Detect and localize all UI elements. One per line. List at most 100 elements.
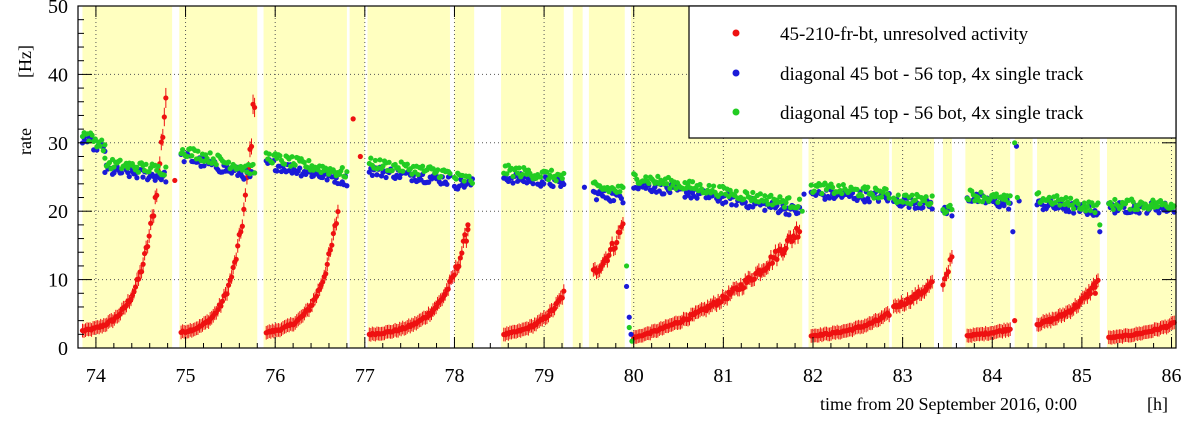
xtick-label-79: 79: [534, 365, 554, 387]
legend-entry-unresolved: 45-210-fr-bt, unresolved activity: [780, 24, 1029, 45]
x-axis-label: time from 20 September 2016, 0:00: [820, 394, 1077, 414]
point-s2-g8-p91: [768, 192, 774, 198]
point-s2-g3-p9: [277, 153, 283, 159]
point-s0-x4: [1012, 318, 1018, 324]
point-s2-g4-p32: [415, 171, 421, 178]
point-s0-g0-p54: [161, 114, 167, 120]
y-axis-unit: [Hz]: [15, 45, 35, 78]
point-s2-g9-p51: [886, 195, 892, 201]
point-s0-g7-p51: [886, 312, 892, 318]
point-s2-g4-p53: [447, 170, 453, 177]
xtick-label-85: 85: [1072, 365, 1092, 387]
point-s2-g13-p31: [1081, 200, 1087, 206]
point-s2-g5-p1: [453, 176, 459, 182]
point-s1-g8-p103: [786, 212, 792, 218]
point-s2-g2-p48: [251, 170, 258, 176]
point-s2-g3-p28: [306, 158, 312, 164]
point-s2-g14-p32: [1154, 204, 1161, 210]
point-s2-g13-p8: [1046, 194, 1052, 200]
point-s2-g8-p2: [634, 176, 640, 182]
point-s2-g12-p20: [995, 199, 1001, 205]
point-s1-g1-p11: [119, 170, 125, 176]
point-s2-g9-p49: [883, 186, 889, 192]
point-s0-g6-p110: [796, 229, 803, 235]
ytick-label-0: 0: [58, 338, 68, 360]
point-s2-g8-p79: [750, 189, 756, 196]
point-s2-g9-p21: [840, 182, 846, 188]
point-s1-g3-p53: [344, 183, 350, 189]
point-s2-g13-p22: [1067, 195, 1074, 201]
point-s1-g7-p2: [593, 197, 600, 203]
point-s1-g8-p42: [694, 195, 700, 201]
point-s1-g11-p5: [949, 213, 955, 219]
point-s0-g2-p46: [333, 220, 340, 227]
point-s0-g1-p36: [233, 256, 239, 262]
point-s1-g9-p12: [826, 195, 833, 201]
ytick-label-40: 40: [48, 64, 68, 86]
point-s2-g10-p12: [909, 192, 915, 198]
point-s2-g3-p50: [339, 164, 345, 171]
point-s0-x2: [357, 153, 363, 160]
point-s2-g6-p2: [504, 171, 510, 177]
point-s0-g1-p37: [235, 243, 241, 249]
xtick-label-83: 83: [893, 365, 913, 387]
point-s2-g8-p44: [697, 181, 703, 188]
point-s2-g10-p14: [912, 197, 918, 203]
point-s0-g1-p46: [248, 143, 255, 150]
point-s2-g2-p4: [184, 153, 190, 160]
point-s1-g7-p18: [618, 195, 625, 202]
point-s2-g13-p32: [1083, 208, 1089, 214]
point-s2-g9-p20: [839, 190, 845, 197]
point-s1-g6-p32: [550, 183, 556, 190]
xtick-label-80: 80: [624, 365, 644, 387]
point-s2-g6-p12: [519, 171, 525, 178]
point-s1-g8-p109: [795, 210, 801, 216]
point-s2-g9-p0: [808, 182, 814, 188]
point-s2-g6-p9: [515, 170, 521, 176]
point-s2-g13-p40: [1095, 200, 1101, 206]
point-s2-g14-p8: [1118, 204, 1124, 210]
point-s0-g2-p47: [335, 208, 341, 215]
point-s0-g1-p48: [251, 104, 258, 111]
point-s1-g12-p27: [1006, 206, 1012, 212]
point-s1-g4-p11: [383, 174, 389, 181]
point-s0-g0-p43: [145, 243, 151, 250]
band-3: [349, 6, 365, 348]
point-s2-g8-p1: [632, 172, 638, 178]
point-s2-g10-p6: [900, 199, 906, 205]
point-s2-g2-p23: [213, 161, 219, 168]
point-s2-g2-p45: [247, 171, 253, 177]
point-s2-x5: [1097, 222, 1103, 228]
point-s2-x0: [623, 263, 630, 269]
point-s1-g1-p33: [152, 177, 158, 183]
point-s1-g2-p41: [241, 176, 247, 182]
point-s1-x1: [626, 314, 632, 320]
point-s0-x5: [1092, 290, 1098, 296]
ytick-label-20: 20: [48, 201, 68, 223]
data-points: [79, 87, 1177, 346]
ytick-label-10: 10: [48, 270, 68, 292]
point-s0-g3-p59: [456, 263, 462, 269]
point-s2-g9-p2: [811, 188, 817, 194]
point-s2-g3-p52: [342, 174, 348, 180]
point-s0-x3: [465, 222, 471, 228]
point-s1-g7-p13: [611, 197, 617, 204]
point-s0-g0-p55: [163, 95, 169, 101]
point-s2-g1-p6: [111, 164, 117, 170]
point-s1-g2-p15: [201, 163, 207, 169]
tick-labels: 74 75 76 77 78 79 80 81 82 83 84 85 86 0 10 20 30 40 50: [48, 0, 1182, 387]
point-s2-g4-p42: [430, 166, 436, 172]
point-s1-g4-p20: [397, 174, 403, 181]
point-s1-g4-p2: [369, 172, 375, 178]
xtick-label-84: 84: [982, 365, 1002, 387]
point-s2-g1-p21: [134, 164, 140, 170]
point-s2-g6-p31: [548, 167, 555, 173]
point-s2-x6: [799, 208, 805, 214]
point-s2-g3-p12: [281, 161, 288, 167]
point-s2-g1-p10: [117, 157, 123, 163]
point-s2-g4-p4: [372, 157, 378, 164]
point-s2-g10-p24: [928, 200, 934, 206]
point-s2-g4-p13: [386, 159, 392, 165]
point-s0-g6-p95: [774, 256, 780, 262]
point-s2-g8-p84: [757, 191, 763, 197]
